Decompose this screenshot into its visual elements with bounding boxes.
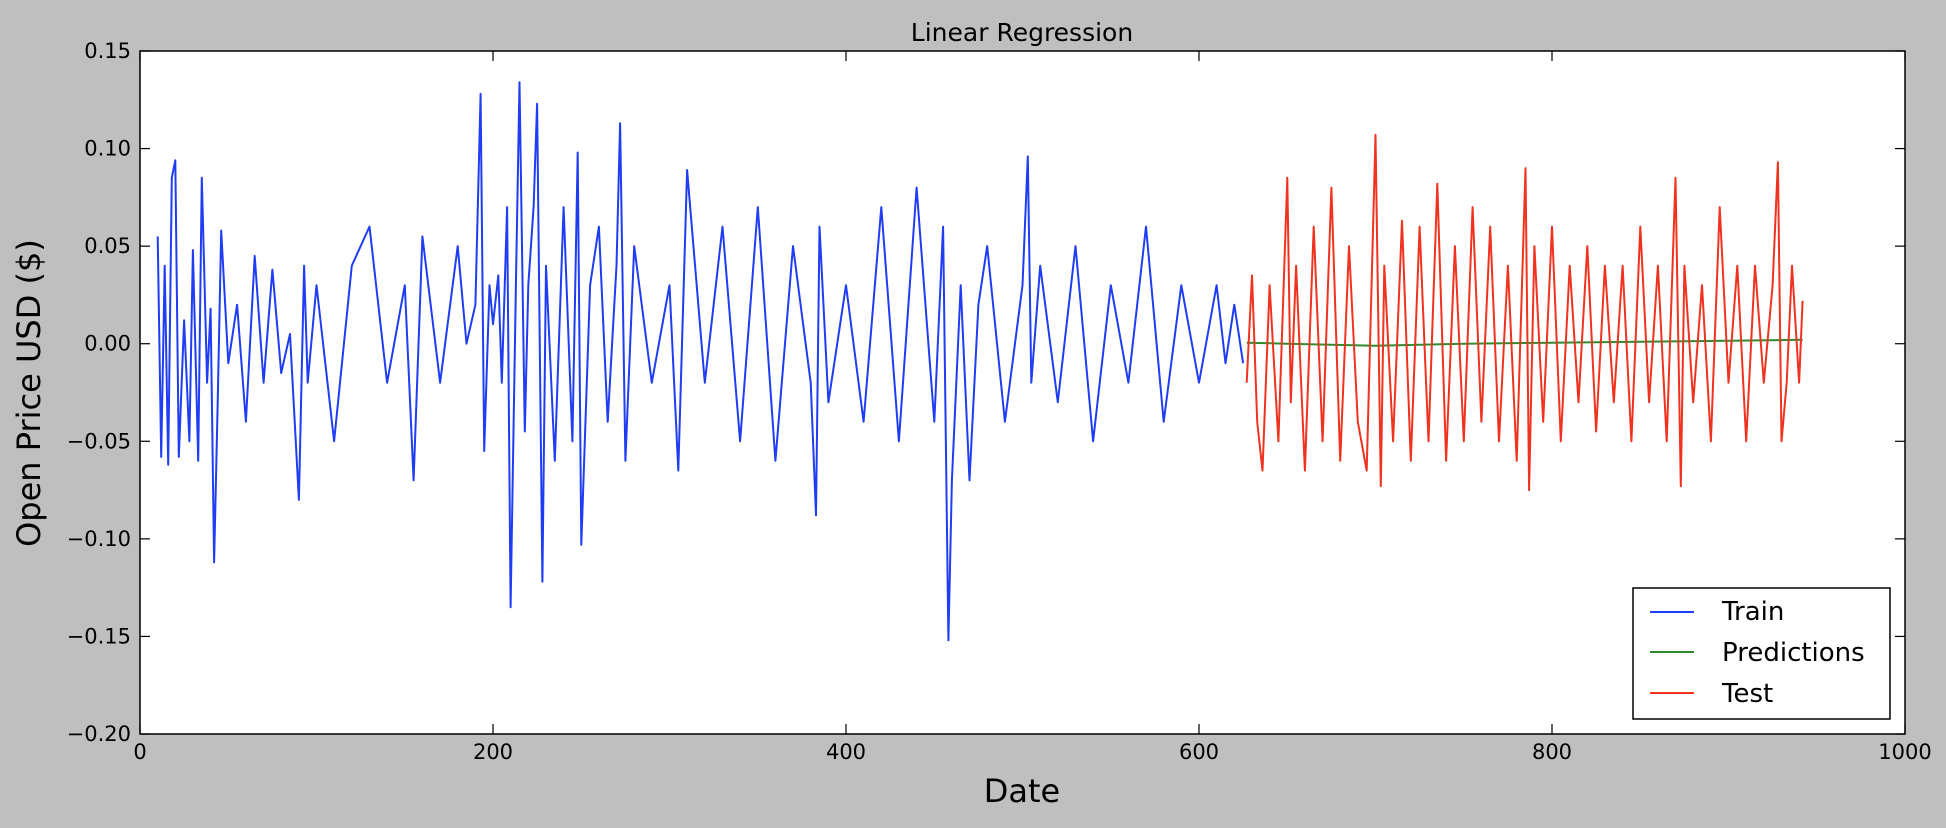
- y-tick-label: −0.20: [67, 722, 131, 746]
- y-tick-label: 0.10: [84, 137, 131, 161]
- legend-label-test: Test: [1721, 679, 1773, 709]
- legend-label-predictions: Predictions: [1722, 638, 1865, 668]
- y-tick-label: −0.10: [67, 527, 131, 551]
- chart-title: Linear Regression: [911, 18, 1133, 47]
- x-axis-label: Date: [984, 772, 1060, 810]
- x-tick-label: 200: [473, 740, 513, 764]
- plot-area: [140, 51, 1905, 734]
- series-layer: [156, 81, 1804, 642]
- legend: Train Predictions Test: [1632, 587, 1891, 720]
- legend-box: [1632, 587, 1891, 720]
- y-axis: −0.20 −0.15 −0.10 −0.05 0.00 0.05 0.10 0.15: [67, 39, 1905, 746]
- y-tick-label: 0.00: [84, 332, 131, 356]
- plot-frame: [139, 50, 1906, 735]
- legend-label-train: Train: [1721, 597, 1784, 627]
- x-tick-label: 800: [1532, 740, 1572, 764]
- y-tick-label: 0.05: [84, 234, 131, 258]
- y-axis-label: Open Price USD ($): [10, 239, 48, 547]
- x-tick-label: 1000: [1878, 740, 1931, 764]
- x-axis: 0 200 400 600 800 1000: [133, 51, 1932, 764]
- series-line-train: [156, 81, 1245, 642]
- x-tick-label: 0: [133, 740, 146, 764]
- x-tick-label: 600: [1179, 740, 1219, 764]
- y-tick-label: 0.15: [84, 39, 131, 63]
- y-tick-label: −0.05: [67, 429, 131, 453]
- series-line-test: [1245, 133, 1804, 492]
- x-tick-label: 400: [826, 740, 866, 764]
- y-tick-label: −0.15: [67, 624, 131, 648]
